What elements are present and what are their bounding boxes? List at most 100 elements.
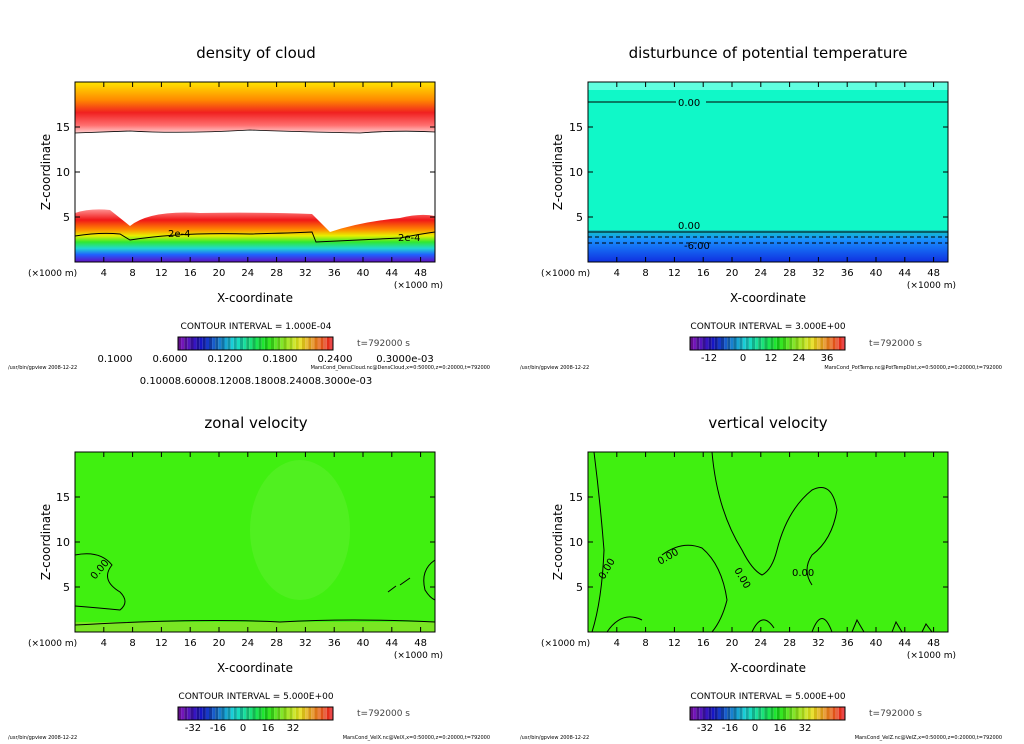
colorbar-segment	[230, 707, 234, 720]
x-tick-label: 4	[614, 638, 620, 649]
colorbar-segment	[267, 707, 271, 720]
y-axis-label: Z-coordinate	[551, 134, 565, 210]
colorbar-segment	[807, 707, 811, 720]
colorbar-segment	[773, 707, 777, 720]
y-tick-label: 5	[576, 211, 583, 224]
x-tick-label: 40	[357, 638, 370, 649]
colorbar-segment	[767, 337, 771, 350]
colorbar-segment	[748, 707, 752, 720]
colorbar-segment	[814, 337, 818, 350]
colorbar-segment	[755, 707, 759, 720]
colorbar-segment	[246, 337, 250, 350]
colorbar-segment	[804, 707, 808, 720]
x-tick-label: 16	[184, 268, 197, 279]
colorbar-segment	[193, 337, 197, 350]
x-tick-label: 36	[328, 638, 341, 649]
chart: zonal velocity 0.00 4 8 12 16 20 24 28 32 36 40 44…	[8, 414, 490, 741]
chart: density of cloud 2e-4 2e-4 4 8 12 16 20 24 28 3…	[8, 44, 490, 387]
colorbar-segment	[693, 337, 697, 350]
x-tick-label: 20	[213, 268, 226, 279]
x-tick-label: 4	[614, 268, 620, 279]
colorbar-segment	[829, 707, 833, 720]
field-plot: 0.00	[74, 452, 436, 632]
colorbar-segment	[705, 707, 709, 720]
x-tick-label: 28	[270, 268, 283, 279]
colorbar-segment	[205, 707, 209, 720]
colorbar-segment	[178, 707, 182, 720]
y-tick-label: 5	[63, 211, 70, 224]
colorbar-frame	[689, 336, 846, 351]
colorbar-frame	[177, 336, 334, 351]
colorbar-segment	[733, 337, 737, 350]
colorbar-segment	[209, 337, 213, 350]
x-tick-label: 44	[898, 268, 911, 279]
colorbar-segment	[178, 337, 182, 350]
colorbar-segment	[841, 337, 845, 350]
colorbar-segment	[280, 337, 284, 350]
colorbar-tick-label: 0.6000	[153, 354, 188, 365]
colorbar-segment	[193, 707, 197, 720]
x-tick-label: 12	[155, 638, 168, 649]
colorbar-tick-label: -32	[697, 723, 713, 734]
y-axis-label: Z-coordinate	[39, 134, 53, 210]
colorbar-segment	[708, 707, 712, 720]
colorbar-segment	[302, 707, 306, 720]
x-tick-label: 32	[812, 638, 825, 649]
colorbar-segment	[690, 707, 694, 720]
field-plot: 2e-4 2e-4	[74, 82, 436, 262]
colorbar-segment	[745, 337, 749, 350]
colorbar-segment	[770, 707, 774, 720]
colorbar-segment	[705, 337, 709, 350]
colorbar-segment	[820, 337, 824, 350]
x-axis-label: X-coordinate	[730, 291, 806, 305]
colorbar-segment	[736, 337, 740, 350]
colorbar-segment	[724, 707, 728, 720]
footer-left: /usr/bin/gpview 2008-12-22	[8, 365, 77, 371]
colorbar-segment	[767, 707, 771, 720]
colorbar-segment	[227, 337, 231, 350]
colorbar-segment	[295, 337, 299, 350]
footer-right: MarsCond_PotTemp.nc@PotTempDist,x=0:5000…	[824, 365, 1002, 371]
x-tick-label: 36	[841, 638, 854, 649]
panel-potential-temperature: disturbunce of potential temperature 0.0…	[512, 0, 1024, 371]
colorbar-segment	[739, 337, 743, 350]
x-tick-label: 16	[697, 268, 710, 279]
colorbar-segment	[810, 707, 814, 720]
x-unit-label-left: (×1000 m)	[541, 269, 590, 279]
colorbar-segment	[714, 337, 718, 350]
colorbar-segment	[826, 707, 830, 720]
x-tick-label: 32	[299, 638, 312, 649]
x-tick-label: 8	[129, 638, 135, 649]
colorbar-segment	[236, 337, 240, 350]
colorbar-segment	[783, 337, 787, 350]
y-tick-label: 10	[56, 166, 70, 179]
colorbar-segment	[314, 337, 318, 350]
colorbar-segment	[699, 337, 703, 350]
colorbar-segment	[292, 707, 296, 720]
colorbar-segment	[690, 337, 694, 350]
colorbar-segment	[187, 337, 191, 350]
colorbar-segment	[240, 707, 244, 720]
colorbar-segment	[702, 337, 706, 350]
colorbar-segment	[218, 707, 222, 720]
x-unit-label-left: (×1000 m)	[28, 269, 77, 279]
colorbar-tick-label: 36	[821, 353, 834, 364]
colorbar-segment	[832, 337, 836, 350]
colorbar-segment	[286, 337, 290, 350]
colorbar-segment	[776, 337, 780, 350]
field-plot: 0.00 0.00 -6.00	[588, 82, 948, 262]
x-tick-label: 24	[241, 638, 254, 649]
colorbar-segment	[311, 707, 315, 720]
colorbar-segment	[274, 707, 278, 720]
x-tick-label: 24	[754, 268, 767, 279]
x-tick-label: 16	[184, 638, 197, 649]
colorbar-segment	[298, 707, 302, 720]
contour-interval: CONTOUR INTERVAL = 3.000E+00	[690, 322, 845, 332]
colorbar-segment	[205, 337, 209, 350]
colorbar-segment	[202, 707, 206, 720]
colorbar-segment	[798, 707, 802, 720]
colorbar-segment	[786, 337, 790, 350]
colorbar-segment	[236, 707, 240, 720]
colorbar-segment	[708, 337, 712, 350]
